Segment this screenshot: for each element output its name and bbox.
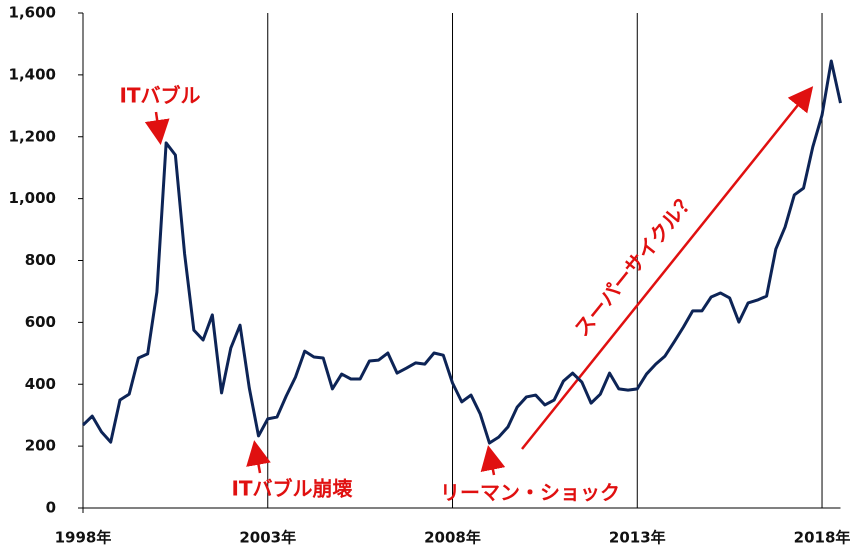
line <box>81 59 842 445</box>
arrow <box>144 111 170 145</box>
arrow <box>480 445 506 476</box>
y-tick-label: 1,200 <box>9 127 56 145</box>
annotation: リーマン・ショック <box>440 481 620 505</box>
y-tick-label: 1,600 <box>9 4 56 22</box>
arrow <box>246 440 271 474</box>
y-tick-label: 0 <box>46 499 56 517</box>
x-tick-label: 2018年 <box>794 529 851 547</box>
x-tick-label: 2008年 <box>424 529 481 547</box>
annotation: スーパーサイクル？ <box>569 187 700 341</box>
annotation: ITバブル <box>119 84 200 108</box>
x-tick-label: 2003年 <box>239 529 296 547</box>
y-tick-label: 1,000 <box>9 189 56 207</box>
y-tick-label: 1,400 <box>9 65 56 83</box>
y-tick-label: 600 <box>25 313 56 331</box>
annotation: ITバブル崩壊 <box>231 477 353 501</box>
x-tick-label: 1998年 <box>55 529 112 547</box>
arrows <box>144 86 814 476</box>
x-tick-label: 2013年 <box>609 529 666 547</box>
arrow <box>521 86 814 450</box>
y-tick-label: 200 <box>25 437 56 455</box>
y-tick-label: 400 <box>25 375 56 393</box>
y-tick-label: 800 <box>25 251 56 269</box>
